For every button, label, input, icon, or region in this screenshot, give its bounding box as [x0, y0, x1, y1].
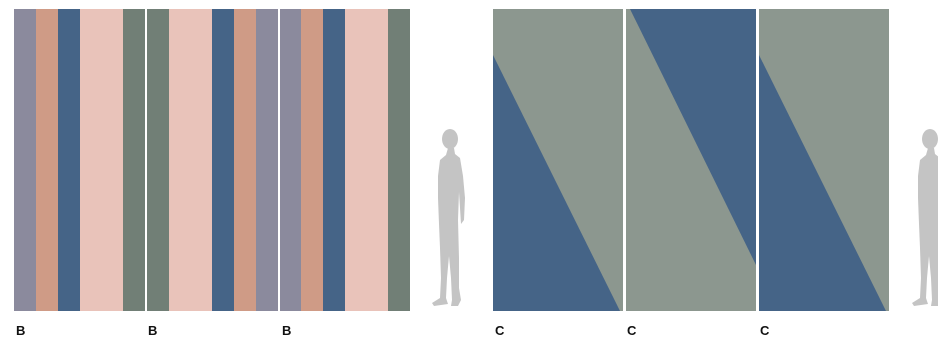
panel-label-c3: C — [760, 323, 770, 338]
diagonal-pattern-c1 — [493, 9, 623, 311]
wallpaper-panel-b1 — [14, 9, 145, 311]
panel-label-b2: B — [148, 323, 158, 338]
panel-label-c1: C — [495, 323, 505, 338]
panel-label-b3: B — [282, 323, 292, 338]
wallpaper-panel-b3 — [280, 9, 410, 311]
wallpaper-panel-c3 — [759, 9, 889, 311]
diagonal-pattern-c3 — [759, 9, 889, 311]
wallpaper-panel-c1 — [493, 9, 623, 311]
stripe-pattern-b2 — [147, 9, 278, 311]
person-silhouette-icon — [426, 128, 468, 310]
wallpaper-panel-b2 — [147, 9, 278, 311]
person-silhouette-icon — [906, 128, 938, 310]
diagonal-pattern-c2 — [626, 9, 756, 311]
wallpaper-panel-c2 — [626, 9, 756, 311]
stripe-pattern-b3 — [280, 9, 410, 311]
panel-label-b1: B — [16, 323, 26, 338]
panel-label-c2: C — [627, 323, 637, 338]
stripe-pattern-b1 — [14, 9, 145, 311]
